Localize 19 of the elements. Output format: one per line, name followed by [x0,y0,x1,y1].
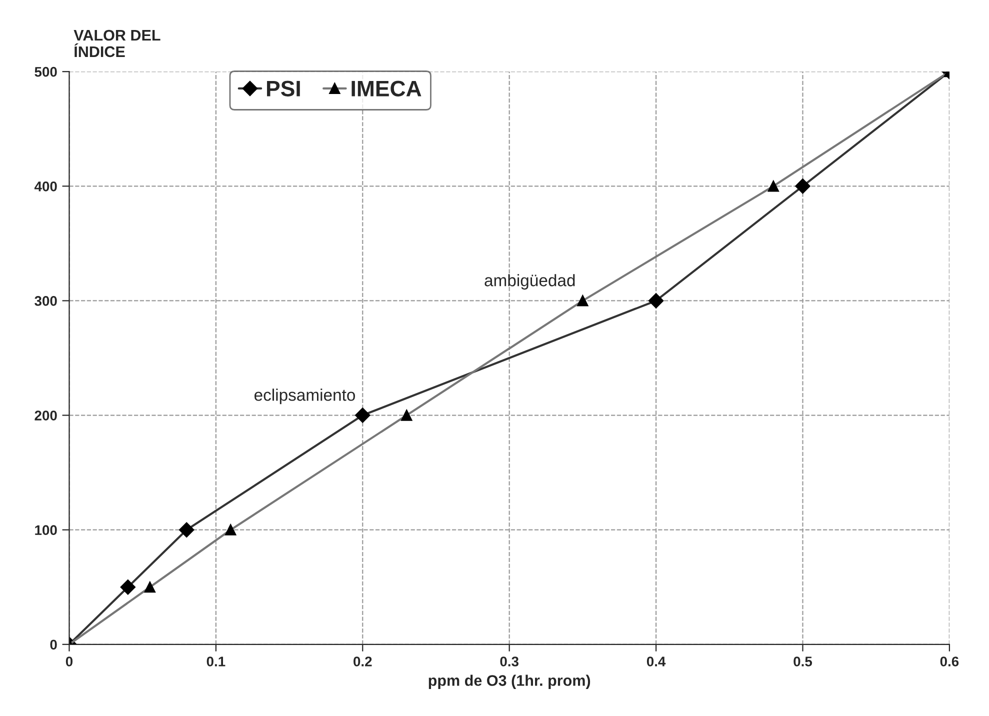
x-tick-label: 0.3 [500,656,518,666]
x-tick-label: 0.2 [354,656,372,666]
y-tick-label: 100 [35,525,57,536]
x-tick-label: 0.1 [206,656,226,666]
y-axis-title: VALOR DEL ÍNDICE [74,30,160,58]
y-tick-label: 200 [34,410,57,420]
annotation: eclipsamiento [254,388,355,404]
y-tick-label: 500 [34,66,57,77]
x-tick-label: 0.6 [940,656,959,666]
x-tick-label: 0 [66,656,73,666]
x-tick-label: 0.4 [646,656,666,666]
y-tick-label: 400 [34,181,57,192]
legend-label: PSI [267,80,300,96]
y-tick-label: 300 [34,296,57,306]
annotation: ambigüedad [484,274,575,290]
y-tick-label: 0 [50,640,57,650]
legend-label: IMECA [352,80,422,96]
x-axis-title: ppm de O3 (1hr. prom) [428,674,590,689]
x-tick-label: 0.5 [794,656,812,666]
